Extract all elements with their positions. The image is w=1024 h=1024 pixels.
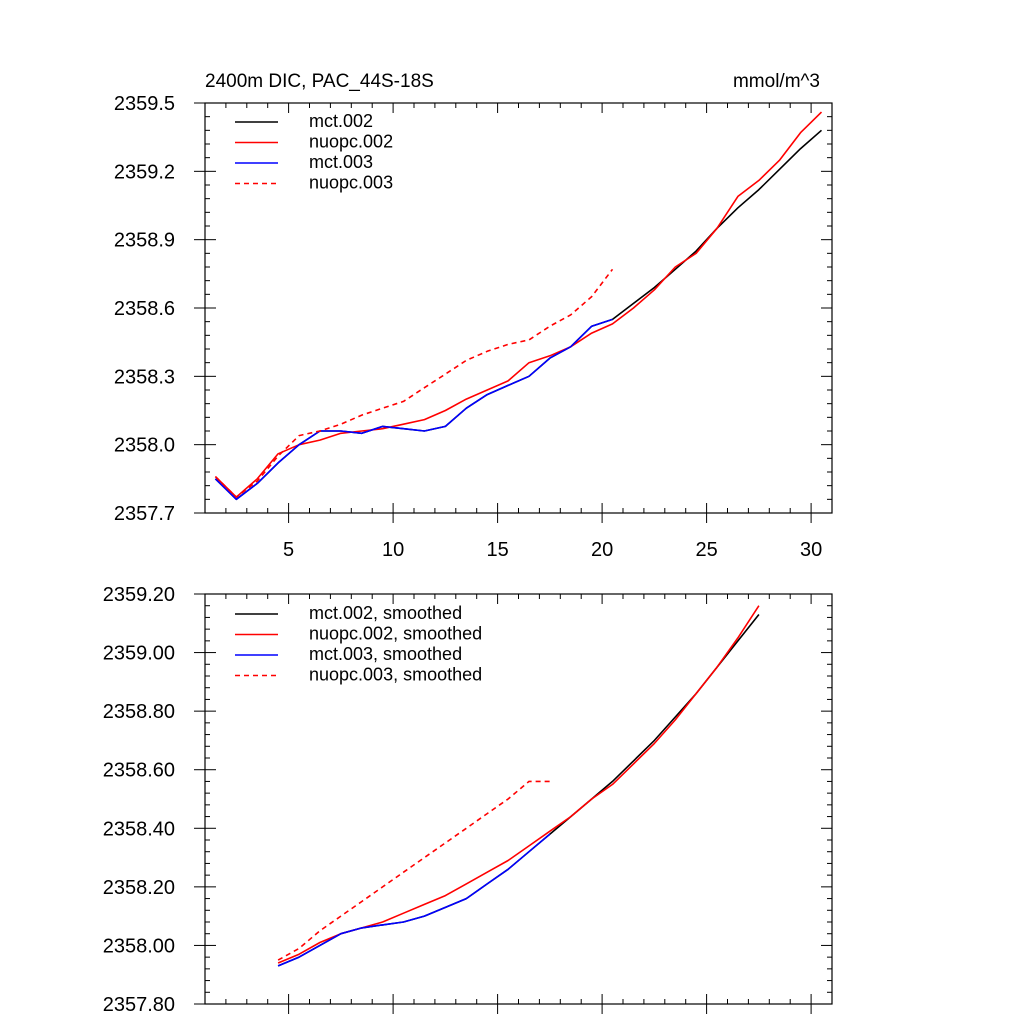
series-line-nuopc-003-smoothed: [277, 780, 550, 961]
y-tick-label: 2358.00: [103, 935, 175, 957]
y-tick-label: 2358.3: [114, 366, 175, 388]
legend-label: mct.003: [309, 152, 373, 172]
legend-label: mct.002, smoothed: [309, 603, 462, 623]
x-tick-label: 20: [591, 539, 613, 561]
x-tick-label: 15: [486, 539, 508, 561]
top-panel: 2400m DIC, PAC_44S-18S mmol/m^3 5 10 15 20 2…: [114, 71, 833, 561]
x-tick-label: 5: [283, 539, 294, 561]
legend-label: nuopc.003, smoothed: [309, 665, 482, 685]
bottom-panel: 2357.80 2358.00 2358.20 2358.40 2358.60 2358.…: [103, 584, 833, 1016]
y-tick-label: 2359.2: [114, 161, 175, 183]
units-label: mmol/m^3: [733, 71, 820, 92]
plot-frame: [204, 102, 833, 514]
y-tick-label: 2358.9: [114, 230, 175, 252]
x-tick-label: 10: [382, 539, 404, 561]
legend-label: nuopc.003: [309, 173, 393, 193]
y-tick-label: 2357.7: [114, 503, 175, 525]
legend-label: mct.002: [309, 111, 373, 131]
plot-frame: [204, 593, 833, 1005]
series-line-mct-003-smoothed: [277, 833, 551, 967]
series-line-mct-003: [214, 318, 613, 501]
series-layer: [277, 605, 760, 967]
y-tick-label: 2358.6: [114, 298, 175, 320]
y-tick-label: 2357.80: [103, 994, 175, 1016]
x-tick-label: 25: [695, 539, 717, 561]
series-line-nuopc-002: [214, 111, 823, 498]
series-line-nuopc-003: [214, 268, 614, 498]
y-tick-label: 2358.80: [103, 701, 175, 723]
series-layer: [214, 111, 823, 501]
y-tick-label: 2358.40: [103, 818, 175, 840]
legend-label: nuopc.002, smoothed: [309, 624, 482, 644]
y-tick-label: 2359.00: [103, 643, 175, 665]
legend-label: nuopc.002: [309, 132, 393, 152]
y-tick-label: 2358.0: [114, 435, 175, 457]
y-tick-label: 2358.60: [103, 760, 175, 782]
y-tick-label: 2359.20: [103, 584, 175, 606]
x-tick-label: 30: [800, 539, 822, 561]
y-tick-label: 2359.5: [114, 93, 175, 115]
legend-label: mct.003, smoothed: [309, 644, 462, 664]
panel-title: 2400m DIC, PAC_44S-18S: [205, 71, 434, 92]
y-tick-label: 2358.20: [103, 877, 175, 899]
